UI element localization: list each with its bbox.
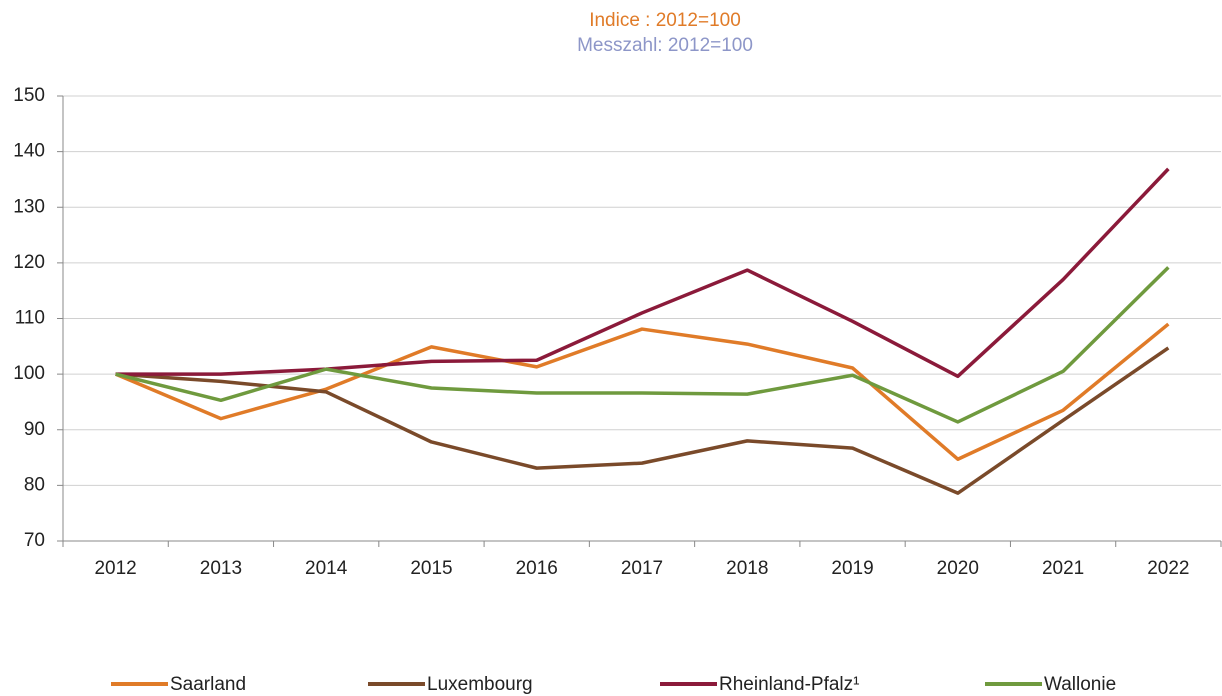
x-tick-label: 2016 (516, 558, 558, 579)
x-tick-label: 2013 (200, 558, 242, 579)
y-tick-label: 100 (13, 363, 45, 384)
series-line (115, 266, 1170, 424)
y-tick-label: 130 (13, 196, 45, 217)
chart-subtitle: Messzahl: 2012=100 (577, 35, 753, 56)
legend-label: Rheinland-Pfalz¹ (719, 674, 859, 695)
x-tick-label: 2018 (726, 558, 768, 579)
y-tick-label: 150 (13, 85, 45, 106)
legend-label: Luxembourg (427, 674, 533, 695)
chart-title: Indice : 2012=100 (589, 10, 741, 31)
x-tick-label: 2021 (1042, 558, 1084, 579)
series-line (115, 167, 1170, 379)
x-tick-label: 2020 (937, 558, 979, 579)
series-line (114, 322, 1170, 461)
series-line (115, 346, 1170, 495)
y-tick-label: 80 (24, 474, 45, 495)
x-tick-label: 2022 (1147, 558, 1189, 579)
x-tick-label: 2017 (621, 558, 663, 579)
x-tick-label: 2014 (305, 558, 348, 579)
legend-label: Saarland (170, 674, 246, 695)
y-tick-label: 70 (24, 530, 45, 551)
x-tick-label: 2015 (410, 558, 452, 579)
x-tick-label: 2012 (94, 558, 136, 579)
legend-label: Wallonie (1044, 674, 1116, 695)
x-tick-label: 2019 (831, 558, 873, 579)
y-tick-label: 110 (15, 308, 45, 329)
y-tick-label: 140 (13, 141, 45, 162)
y-tick-label: 120 (13, 252, 45, 273)
y-tick-label: 90 (24, 419, 45, 440)
